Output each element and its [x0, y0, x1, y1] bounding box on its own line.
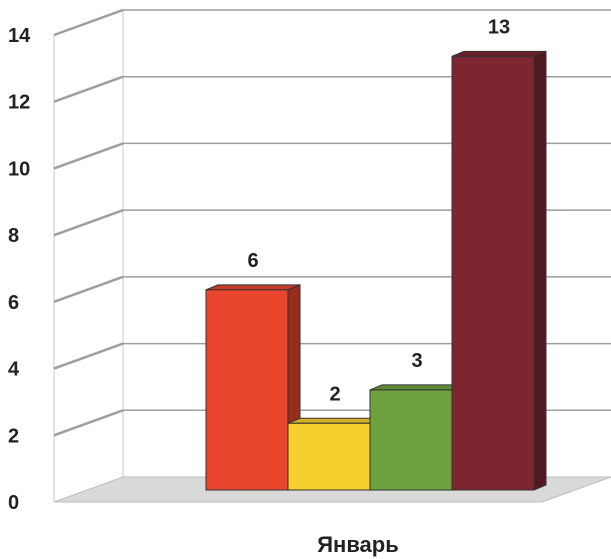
category-label: Январь — [317, 532, 399, 557]
gridline-side — [53, 142, 124, 170]
data-label: 3 — [411, 350, 422, 372]
y-tick-label: 10 — [8, 158, 30, 180]
x-axis-categories: Январь — [317, 532, 399, 557]
y-tick-label: 2 — [8, 425, 19, 447]
gridline-side — [53, 342, 124, 370]
bar-top — [205, 284, 301, 291]
gridline-side — [53, 275, 124, 304]
data-labels: 6 2 3 13 — [247, 16, 510, 405]
y-tick-label: 12 — [8, 92, 30, 114]
y-tick-label: 6 — [8, 292, 19, 314]
y-tick-label: 8 — [8, 225, 19, 247]
bars — [205, 50, 547, 491]
gridline-side — [53, 75, 124, 103]
bar — [451, 55, 535, 491]
bar-side — [533, 50, 547, 491]
gridline-side — [53, 208, 124, 237]
y-axis-ticks: 0 2 4 6 8 10 12 14 — [8, 25, 31, 514]
y-tick-label: 4 — [8, 359, 20, 381]
data-label: 13 — [488, 16, 510, 38]
bar — [287, 422, 371, 491]
y-tick-label: 0 — [8, 492, 19, 514]
bar-top — [369, 384, 465, 391]
bar-top — [451, 50, 547, 57]
data-label: 2 — [329, 383, 340, 405]
y-tick-label: 14 — [8, 25, 31, 47]
gridline-side — [53, 8, 124, 37]
bar — [369, 389, 453, 491]
gridline-side — [53, 409, 124, 437]
bar-top — [287, 417, 383, 424]
bar — [205, 289, 289, 491]
data-label: 6 — [247, 250, 258, 272]
